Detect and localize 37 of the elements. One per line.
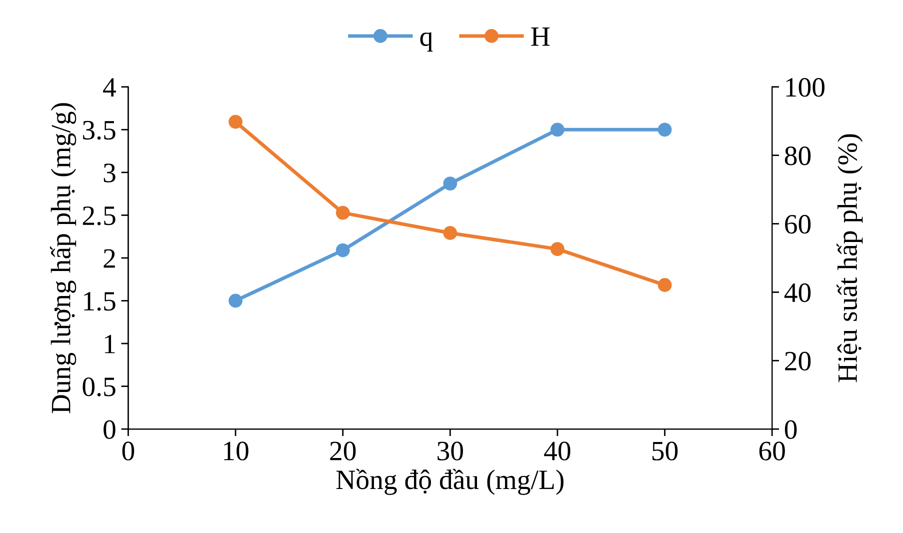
- y2-tick-label: 80: [784, 146, 811, 166]
- point: [228, 294, 242, 308]
- y2-tick-label: 20: [785, 352, 811, 371]
- x-tick-label: 30: [438, 442, 463, 460]
- y2-tick-label: 60: [785, 214, 811, 234]
- y-tick-label: 0.5: [82, 377, 116, 396]
- x-tick-label: 40: [544, 442, 570, 460]
- y-tick-label: 1: [104, 334, 115, 354]
- y-tick-label: 2: [104, 249, 115, 268]
- point: [658, 278, 672, 292]
- y2-axis-title: Hiệu suất hấp phụ (%): [836, 134, 863, 382]
- point: [336, 243, 350, 258]
- y2-tick-label: 40: [784, 283, 811, 302]
- y-axis-title: Dung lượng hấp phụ (mg/g): [50, 103, 76, 414]
- x-axis-title: Nồng độ đầu (mg/L): [336, 468, 564, 495]
- legend-label: q: [420, 32, 433, 52]
- y-tick-label: 1.5: [84, 292, 116, 311]
- point: [228, 114, 242, 129]
- point: [443, 176, 458, 190]
- point: [550, 242, 564, 256]
- y-tick-label: 4: [103, 78, 116, 97]
- point: [658, 122, 672, 137]
- x-tick-label: 10: [224, 442, 248, 460]
- x-tick-label: 0: [122, 442, 134, 460]
- y-tick-label: 3: [104, 164, 116, 182]
- point: [443, 226, 458, 240]
- y-tick-label: 0: [104, 420, 116, 439]
- x-tick-label: 60: [759, 442, 785, 460]
- y-tick-label: 3.5: [83, 120, 116, 140]
- x-tick-label: 20: [330, 442, 356, 460]
- y2-tick-label: 0: [784, 420, 797, 439]
- point: [336, 206, 350, 220]
- y2-tick-label: 100: [786, 78, 824, 97]
- point: [550, 122, 564, 137]
- y-tick-label: 2.5: [82, 206, 116, 226]
- legend-label: H: [531, 28, 550, 46]
- x-tick-label: 50: [652, 442, 678, 460]
